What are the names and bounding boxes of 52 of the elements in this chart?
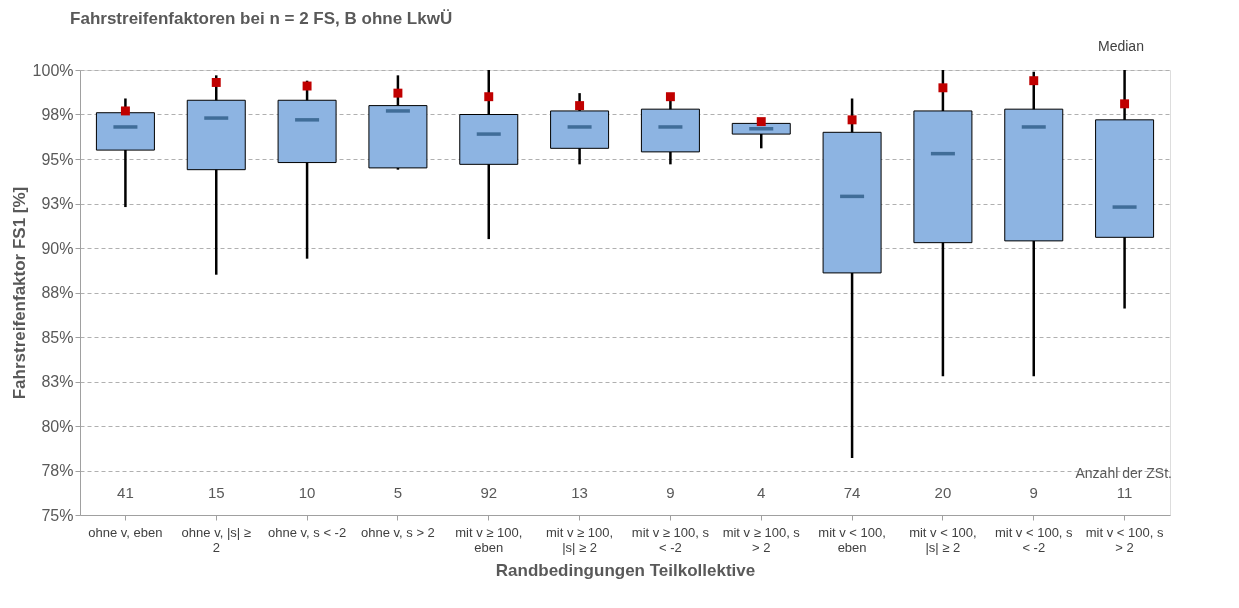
annotation: 41 (117, 484, 134, 501)
x-tick-label: ohne v, s < -2 (268, 524, 347, 540)
annotation: 74 (843, 484, 861, 501)
point (120, 106, 130, 116)
point (847, 115, 857, 125)
y-tick-label: 75% (41, 506, 74, 524)
y-tick-label: 83% (41, 373, 74, 390)
annotation: 9 (1029, 484, 1038, 501)
annotation: 92 (480, 484, 498, 501)
point (211, 77, 221, 87)
annotation: 15 (207, 484, 225, 501)
y-tick-label: 80% (41, 417, 74, 435)
y-tick-label: 78% (41, 462, 74, 479)
x-tick-label: mit v ≥ 100, s < -2 (631, 524, 710, 555)
y-tick-label: 88% (41, 284, 74, 301)
annotation: 9 (666, 484, 675, 501)
y-tick-label: 95% (41, 150, 74, 168)
y-axis-title: Fahrstreifenfaktor FS1 [%] (9, 186, 29, 400)
x-tick-label: mit v < 100, eben (818, 524, 886, 555)
point (302, 81, 312, 91)
y-tick-label: 98% (41, 106, 74, 123)
x-tick-label: mit v ≥ 100, |s| ≥ 2 (546, 524, 614, 555)
x-tick-label: mit v < 100, s < -2 (994, 524, 1074, 555)
y-tick-label: 100% (32, 61, 74, 79)
x-tick-label: ohne v, |s| ≥ 2 (181, 524, 251, 555)
annotation: 10 (298, 484, 316, 501)
point (1120, 99, 1130, 109)
x-tick-label: mit v ≥ 100, eben (455, 524, 523, 555)
annotation: 11 (1116, 484, 1133, 501)
chart-title: Fahrstreifenfaktoren bei n = 2 FS, B ohne LkwÜ (70, 9, 453, 28)
x-axis-title: Randbedingungen Teilkollektive (495, 560, 756, 580)
point (484, 92, 494, 102)
x-tick-label: ohne v, eben (88, 524, 163, 540)
point (756, 117, 766, 127)
x-tick-label: mit v < 100, |s| ≥ 2 (909, 524, 977, 555)
point (575, 101, 585, 111)
annotation: 4 (757, 484, 766, 501)
y-tick-label: 90% (41, 239, 74, 257)
x-tick-label: mit v ≥ 100, s > 2 (722, 524, 801, 555)
point (1029, 76, 1039, 86)
annotation: Anzahl der ZSt. (1075, 465, 1172, 481)
point (665, 92, 675, 102)
y-tick-label: 93% (41, 195, 74, 212)
annotation: 5 (393, 484, 403, 501)
y-tick-label: 85% (41, 328, 74, 346)
annotation: 13 (571, 484, 588, 501)
annotation: 20 (934, 484, 952, 501)
x-tick-label: mit v < 100, s > 2 (1085, 524, 1164, 555)
text: Median (1098, 38, 1144, 54)
x-tick-label: ohne v, s > 2 (360, 524, 435, 540)
point (393, 88, 403, 98)
point (938, 83, 948, 93)
